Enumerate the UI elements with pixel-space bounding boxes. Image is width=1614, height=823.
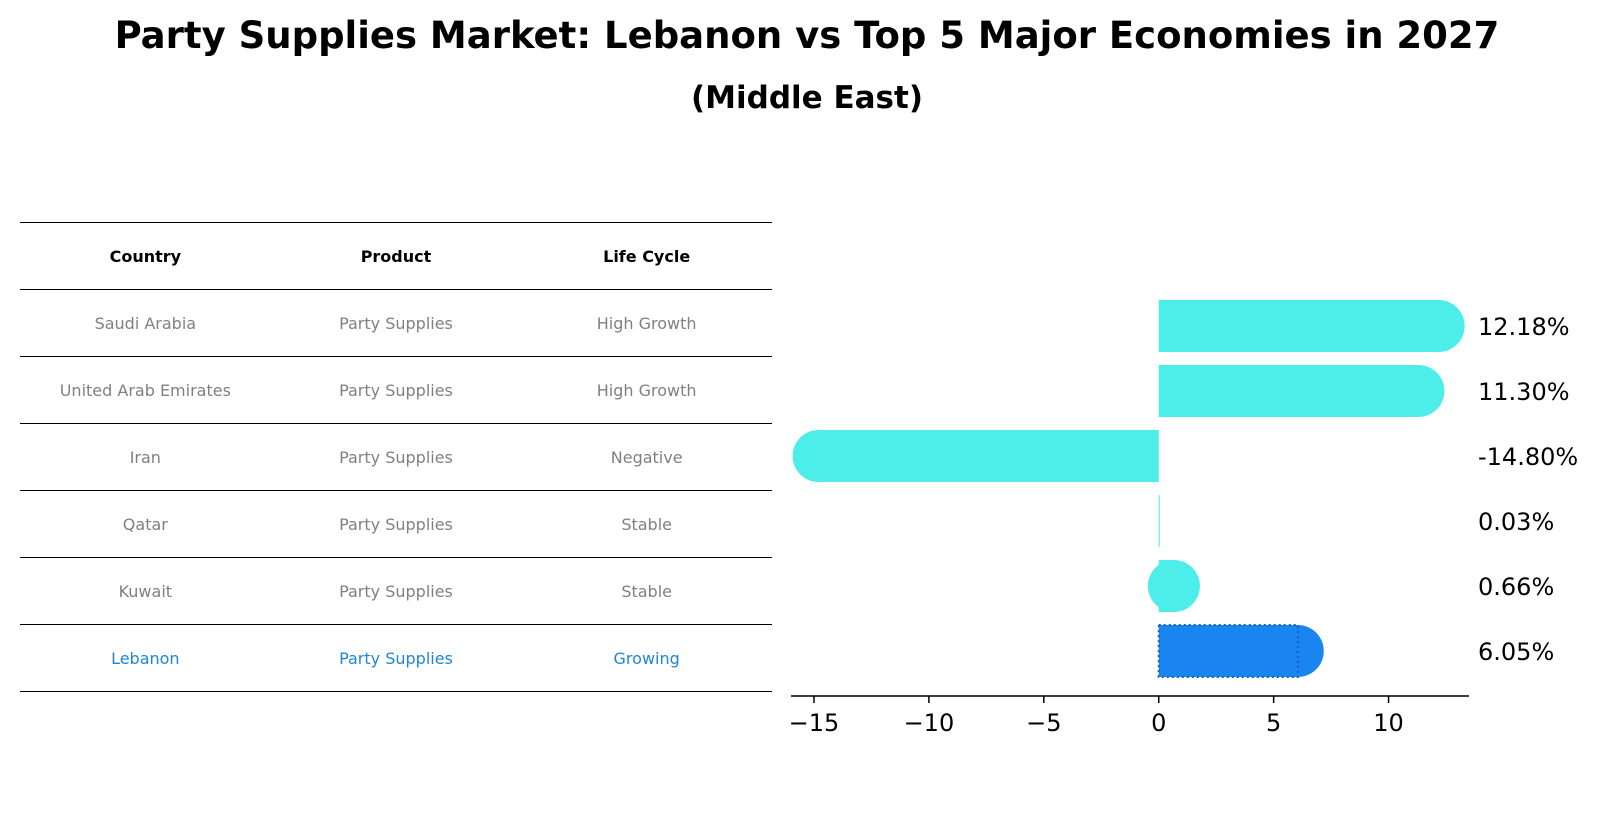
table-row: Iran Party Supplies Negative bbox=[20, 423, 772, 491]
x-tick-label: −5 bbox=[1026, 709, 1061, 737]
table-row-highlighted: Lebanon Party Supplies Growing bbox=[20, 624, 772, 692]
value-label: 12.18% bbox=[1478, 313, 1570, 341]
product-cell: Party Supplies bbox=[270, 624, 522, 692]
value-labels-group: 12.18% 11.30% -14.80% 0.03% 0.66% 6.05% bbox=[1478, 313, 1578, 666]
table-row: Saudi Arabia Party Supplies High Growth bbox=[20, 289, 772, 357]
bar-saudi-arabia bbox=[1158, 300, 1465, 352]
bars-group bbox=[792, 300, 1465, 678]
x-tick-label: 5 bbox=[1266, 709, 1281, 737]
life-cycle-cell: High Growth bbox=[521, 356, 772, 424]
bar-qatar bbox=[1158, 495, 1160, 547]
x-axis: −15 −10 −5 0 5 10 bbox=[789, 695, 1469, 737]
column-header-country: Country bbox=[20, 222, 271, 290]
value-label: 6.05% bbox=[1478, 638, 1554, 666]
country-cell: Kuwait bbox=[20, 557, 271, 625]
country-cell: Qatar bbox=[20, 490, 271, 558]
value-label: 0.03% bbox=[1478, 508, 1554, 536]
bar-iran bbox=[792, 430, 1159, 482]
bar-kuwait bbox=[1147, 560, 1200, 612]
bar-cap bbox=[1392, 365, 1445, 417]
bar-body bbox=[818, 430, 1159, 482]
product-cell: Party Supplies bbox=[270, 289, 522, 357]
x-tick-label: −10 bbox=[904, 709, 955, 737]
bar-cap bbox=[792, 430, 845, 482]
column-header-life-cycle: Life Cycle bbox=[521, 222, 772, 290]
bar-body bbox=[1158, 300, 1439, 352]
bar-united-arab-emirates bbox=[1158, 365, 1445, 417]
life-cycle-cell: Stable bbox=[521, 557, 772, 625]
country-cell: Lebanon bbox=[20, 624, 271, 692]
product-cell: Party Supplies bbox=[270, 356, 522, 424]
table-row: Kuwait Party Supplies Stable bbox=[20, 557, 772, 625]
product-cell: Party Supplies bbox=[270, 490, 522, 558]
country-cell: United Arab Emirates bbox=[20, 356, 271, 424]
life-cycle-cell: Stable bbox=[521, 490, 772, 558]
bar-body bbox=[1158, 495, 1160, 547]
bar-cap bbox=[1147, 560, 1200, 612]
life-cycle-table: Country Product Life Cycle Saudi Arabia … bbox=[20, 222, 772, 692]
value-label: 11.30% bbox=[1478, 378, 1570, 406]
bar-cap bbox=[1412, 300, 1465, 352]
x-tick-label: −15 bbox=[789, 709, 840, 737]
chart-subtitle: (Middle East) bbox=[690, 80, 923, 116]
bar-highlight-outline bbox=[1157, 624, 1299, 678]
table-row: Qatar Party Supplies Stable bbox=[20, 490, 772, 558]
bar-lebanon bbox=[1157, 624, 1324, 678]
table-header-row: Country Product Life Cycle bbox=[20, 222, 772, 290]
life-cycle-cell: Negative bbox=[521, 423, 772, 491]
life-cycle-cell: Growing bbox=[521, 624, 772, 692]
table-row: United Arab Emirates Party Supplies High… bbox=[20, 356, 772, 424]
life-cycle-table-container: Country Product Life Cycle Saudi Arabia … bbox=[20, 222, 772, 692]
value-label: -14.80% bbox=[1478, 443, 1578, 471]
country-cell: Iran bbox=[20, 423, 271, 491]
value-label: 0.66% bbox=[1478, 573, 1554, 601]
life-cycle-cell: High Growth bbox=[521, 289, 772, 357]
country-cell: Saudi Arabia bbox=[20, 289, 271, 357]
x-tick-label: 0 bbox=[1151, 709, 1166, 737]
column-header-product: Product bbox=[270, 222, 522, 290]
chart-title: Party Supplies Market: Lebanon vs Top 5 … bbox=[114, 14, 1500, 57]
bar-body bbox=[1158, 365, 1419, 417]
x-tick-label: 10 bbox=[1373, 709, 1404, 737]
